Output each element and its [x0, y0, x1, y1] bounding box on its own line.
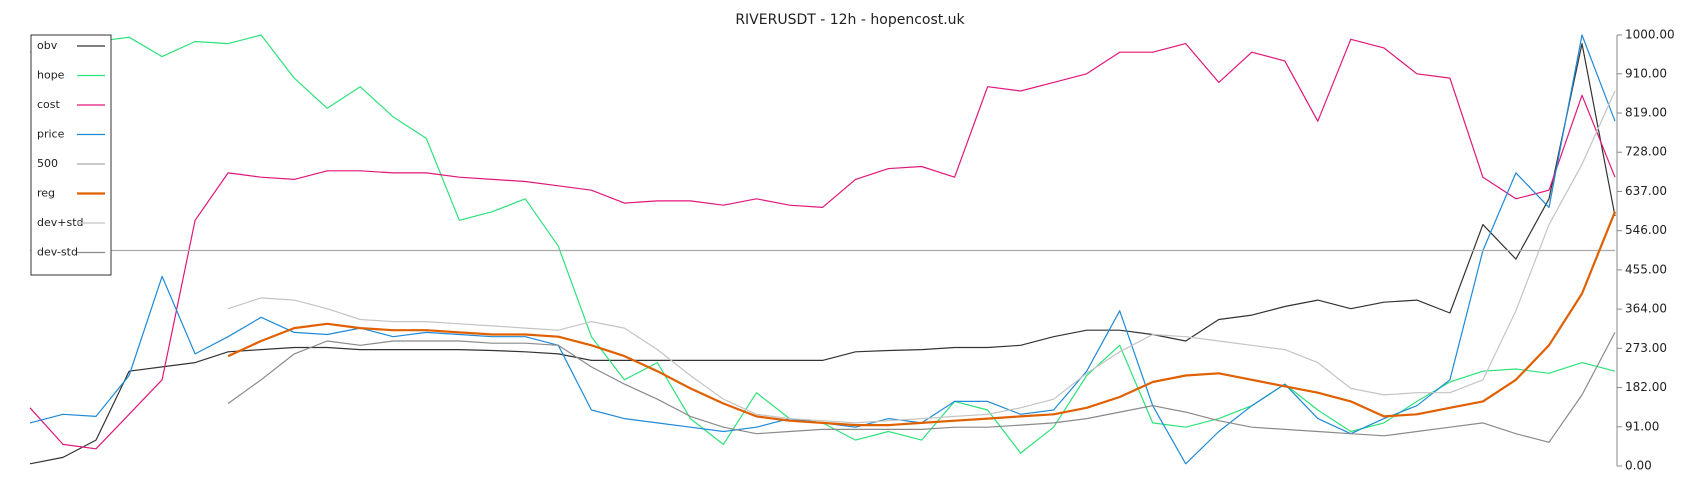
- legend-label: hope: [37, 69, 65, 82]
- legend-label: dev-std: [37, 246, 78, 259]
- y-tick-label: 364.00: [1625, 302, 1667, 316]
- series-line: [227, 90, 1616, 424]
- y-tick-label: 273.00: [1625, 341, 1667, 355]
- y-tick-label: 455.00: [1625, 262, 1667, 276]
- legend: obv hope cost price 500 reg dev+std dev-std: [30, 34, 112, 276]
- series-line: [227, 332, 1616, 443]
- y-tick-label: 1000.00: [1625, 28, 1675, 42]
- y-tick-label: 0.00: [1625, 459, 1652, 473]
- series-line: [227, 211, 1617, 427]
- legend-label: dev+std: [37, 216, 84, 229]
- chart-title: RIVERUSDT - 12h - hopencost.uk: [735, 12, 965, 28]
- legend-label: reg: [37, 187, 55, 200]
- legend-label: 500: [37, 157, 58, 170]
- y-tick-label: 637.00: [1625, 184, 1667, 198]
- legend-label: cost: [37, 98, 61, 111]
- y-tick-label: 182.00: [1625, 380, 1667, 394]
- series-line: [29, 34, 1616, 465]
- series-line: [29, 43, 1616, 465]
- legend-label: price: [37, 128, 65, 141]
- y-tick-label: 546.00: [1625, 223, 1667, 237]
- series-line: [29, 38, 1616, 450]
- legend-label: obv: [37, 39, 58, 52]
- y-tick-label: 91.00: [1625, 419, 1659, 433]
- series-line: [29, 34, 1616, 454]
- y-tick-label: 819.00: [1625, 106, 1667, 120]
- y-tick-label: 728.00: [1625, 145, 1667, 159]
- y-tick-label: 910.00: [1625, 66, 1667, 80]
